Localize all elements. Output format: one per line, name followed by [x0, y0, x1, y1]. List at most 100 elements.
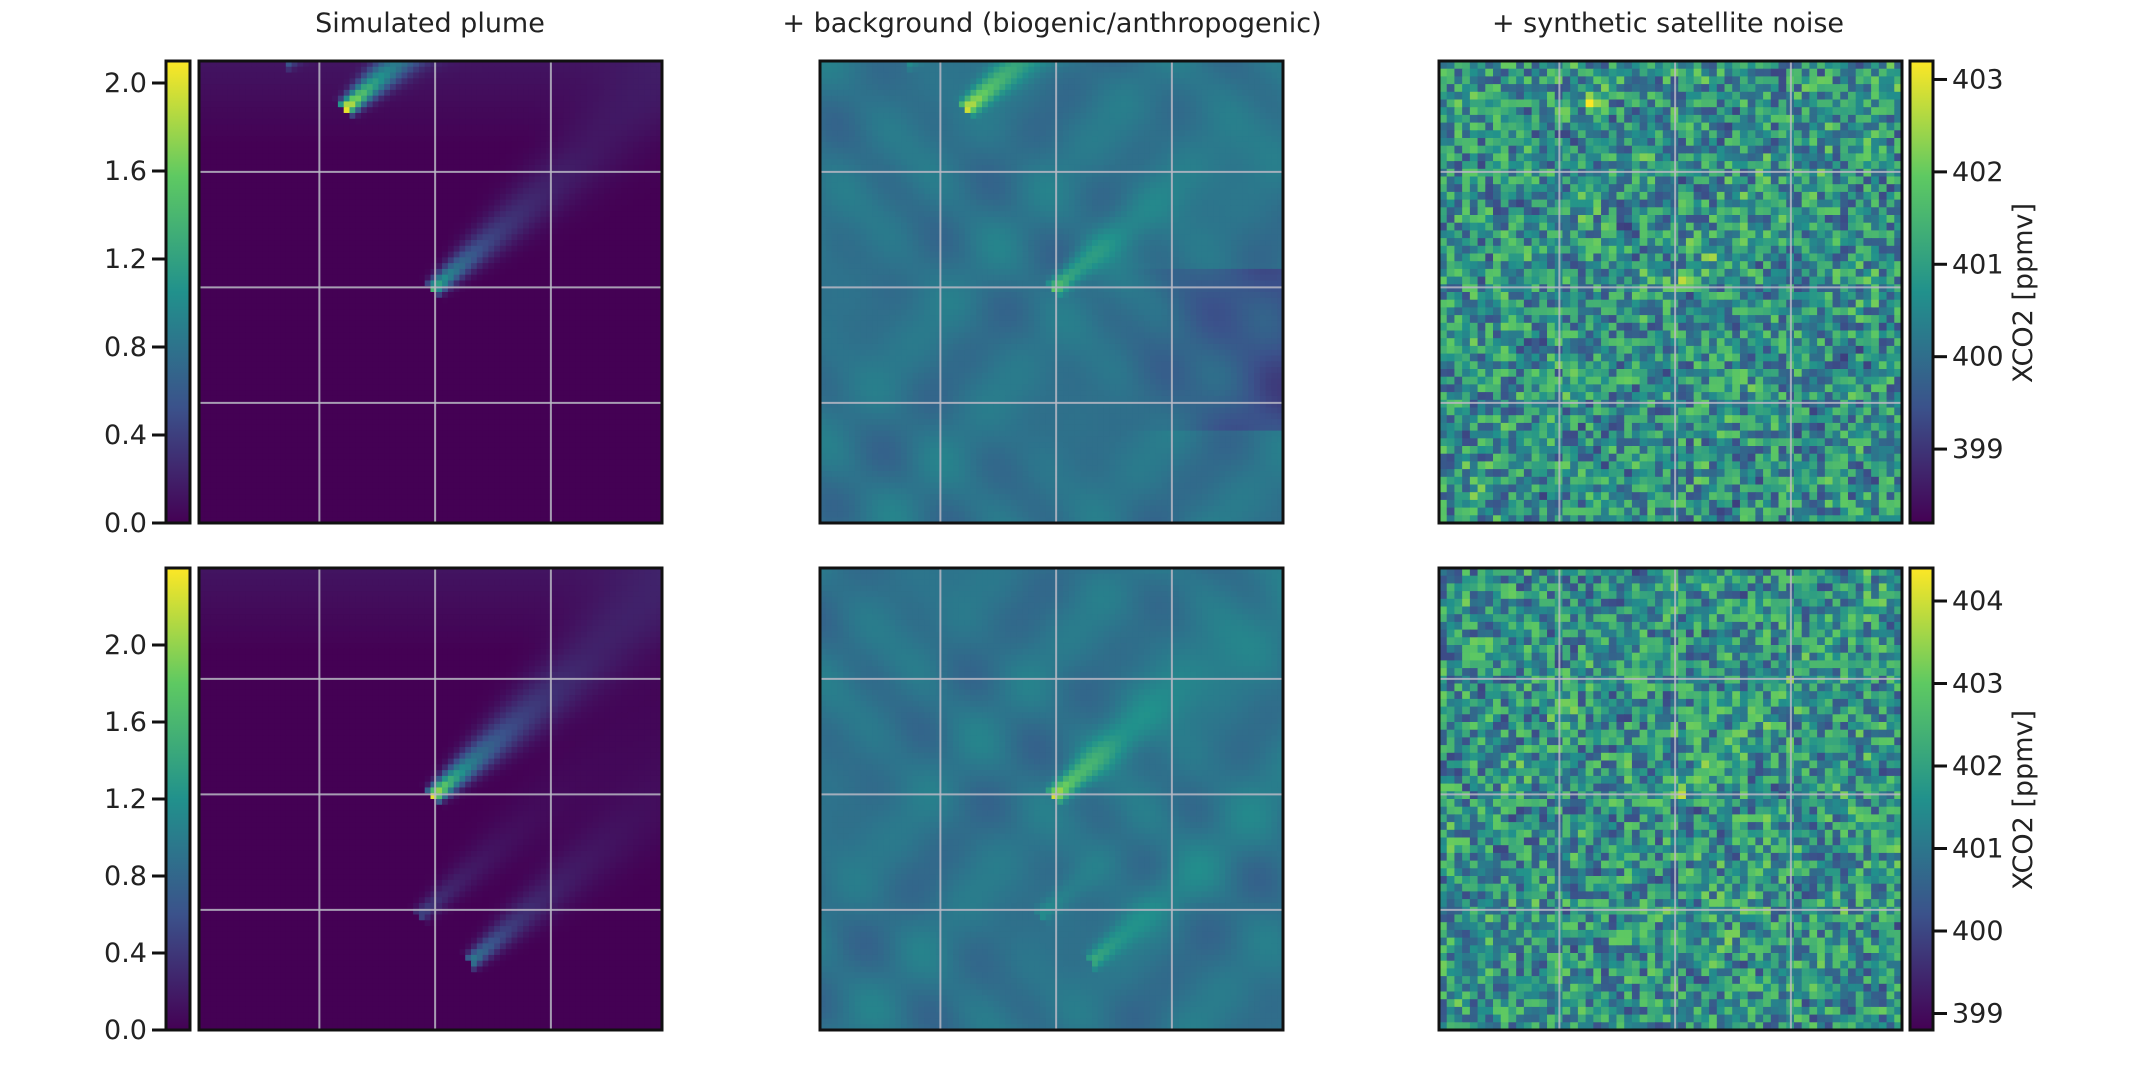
heatmap-cell — [447, 384, 455, 391]
heatmap-cell — [349, 84, 356, 91]
heatmap-cell — [540, 188, 547, 195]
heatmap-cell — [337, 222, 345, 230]
heatmap-cell — [552, 141, 559, 149]
heatmap-cell — [511, 303, 518, 310]
heatmap-cell — [297, 251, 304, 258]
heatmap-cell — [511, 188, 518, 195]
heatmap-cell — [256, 118, 264, 126]
heatmap-cell — [222, 355, 229, 362]
heatmap-cell — [384, 153, 391, 160]
heatmap-cell — [499, 211, 507, 218]
heatmap-cell — [656, 367, 662, 374]
heatmap-cell — [499, 320, 507, 328]
heatmap-cell — [210, 419, 217, 426]
heatmap-cell — [361, 367, 368, 374]
heatmap-cell — [627, 107, 634, 114]
heatmap-cell — [638, 286, 646, 293]
heatmap-cell — [546, 257, 553, 264]
heatmap-cell — [546, 384, 553, 391]
heatmap-cell — [592, 199, 599, 206]
heatmap-cell — [372, 147, 380, 155]
heatmap-cell — [245, 326, 252, 334]
heatmap-cell — [303, 297, 310, 305]
heatmap-cell — [621, 84, 628, 91]
heatmap-cell — [644, 349, 652, 357]
heatmap-cell — [580, 268, 588, 276]
heatmap-cell — [442, 372, 449, 380]
heatmap-cell — [401, 303, 408, 310]
heatmap-cell — [488, 84, 495, 91]
heatmap-cell — [210, 303, 217, 310]
heatmap-cell — [227, 338, 235, 345]
heatmap-cell — [598, 361, 605, 368]
heatmap-cell — [343, 170, 351, 178]
heatmap-cell — [227, 343, 235, 351]
heatmap-cell — [303, 286, 310, 293]
heatmap-cell — [598, 292, 605, 299]
heatmap-cell — [546, 268, 553, 276]
heatmap-cell — [459, 395, 466, 403]
heatmap-cell — [569, 89, 576, 97]
heatmap-cell — [343, 309, 351, 316]
heatmap-cell — [355, 268, 362, 276]
heatmap-cell — [552, 292, 559, 299]
heatmap-cell — [586, 136, 594, 143]
heatmap-cell — [320, 245, 327, 253]
heatmap-cell — [199, 315, 206, 322]
heatmap-cell — [204, 193, 212, 201]
heatmap-cell — [563, 164, 570, 172]
heatmap-cell — [598, 164, 605, 172]
heatmap-cell — [418, 72, 426, 79]
heatmap-cell — [389, 61, 397, 68]
heatmap-cell — [424, 326, 432, 334]
heatmap-cell — [592, 286, 599, 293]
heatmap-cell — [627, 222, 634, 230]
heatmap-cell — [199, 176, 206, 183]
heatmap-cell — [256, 188, 264, 195]
heatmap-cell — [534, 222, 542, 230]
heatmap-cell — [297, 153, 304, 160]
heatmap-cell — [569, 315, 576, 322]
heatmap-cell — [256, 193, 264, 201]
heatmap-cell — [389, 367, 397, 374]
heatmap-cell — [366, 240, 374, 247]
heatmap-cell — [407, 286, 414, 293]
heatmap-cell — [424, 338, 432, 345]
heatmap-cell — [447, 89, 455, 97]
heatmap-cell — [650, 286, 657, 293]
heatmap-cell — [430, 274, 437, 282]
heatmap-cell — [210, 153, 217, 160]
heatmap-cell — [592, 274, 599, 282]
heatmap-cell — [442, 240, 449, 247]
heatmap-cell — [540, 263, 547, 270]
heatmap-cell — [256, 176, 264, 183]
heatmap-cell — [343, 315, 351, 322]
heatmap-cell — [332, 315, 339, 322]
heatmap-cell — [303, 199, 310, 206]
heatmap-cell — [580, 193, 588, 201]
heatmap-cell — [465, 182, 472, 189]
heatmap-cell — [268, 292, 275, 299]
heatmap-cell — [453, 274, 461, 282]
heatmap-cell — [216, 378, 223, 386]
heatmap-cell — [621, 89, 628, 97]
heatmap-cell — [227, 170, 235, 178]
heatmap-cell — [320, 182, 327, 189]
heatmap-cell — [621, 309, 628, 316]
heatmap-cell — [297, 343, 304, 351]
heatmap-cell — [476, 367, 484, 374]
heatmap-cell — [407, 193, 414, 201]
heatmap-cell — [459, 268, 466, 276]
heatmap-cell — [389, 188, 397, 195]
heatmap-cell — [598, 159, 605, 166]
heatmap-cell — [280, 188, 287, 195]
heatmap-cell — [274, 268, 281, 276]
heatmap-cell — [326, 320, 333, 328]
heatmap-cell — [355, 240, 362, 247]
heatmap-cell — [326, 332, 333, 339]
heatmap-cell — [274, 280, 281, 287]
heatmap-cell — [459, 349, 466, 357]
heatmap-cell — [650, 84, 657, 91]
heatmap-cell — [349, 136, 356, 143]
heatmap-cell — [204, 107, 212, 114]
